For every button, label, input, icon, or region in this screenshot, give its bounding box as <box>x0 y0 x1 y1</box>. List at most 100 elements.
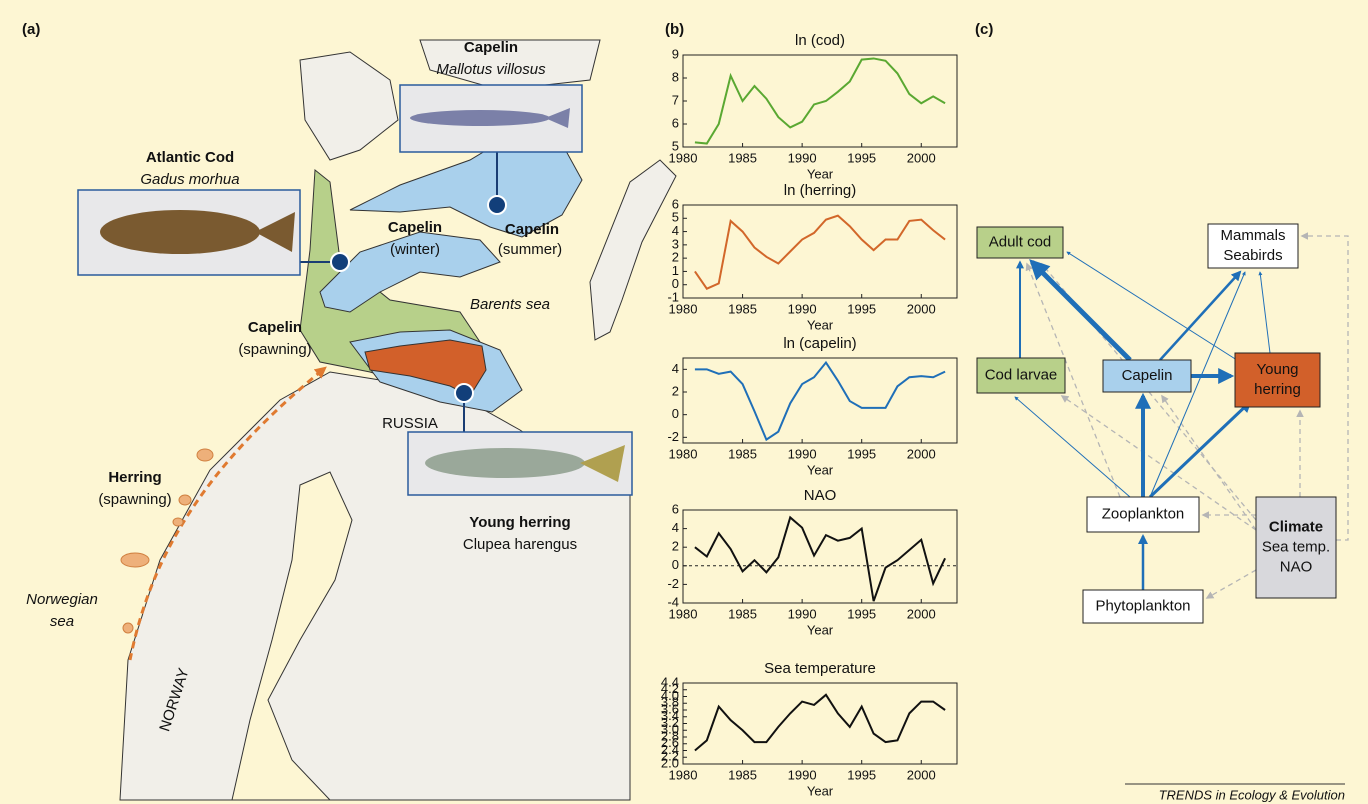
chart-title: NAO <box>804 487 837 504</box>
label: Capelin <box>388 219 442 236</box>
x-tick-label: 1990 <box>788 767 817 782</box>
x-tick-label: 1980 <box>669 150 698 165</box>
node-label: Adult cod <box>989 233 1052 250</box>
label: (spawning) <box>98 491 171 508</box>
node-label: Climate <box>1269 518 1323 535</box>
node-label: Mammals <box>1220 227 1285 244</box>
chart-title: ln (cod) <box>795 32 845 49</box>
node <box>1234 352 1321 408</box>
x-tick-label: 1985 <box>728 767 757 782</box>
x-tick-label: 2000 <box>907 767 936 782</box>
data-line <box>694 360 946 442</box>
node-label: Cod larvae <box>985 366 1058 383</box>
y-tick-label: 0 <box>672 276 679 291</box>
y-tick-label: -2 <box>667 429 679 444</box>
plot-frame <box>682 204 958 299</box>
y-tick-label: 4 <box>672 223 679 238</box>
map <box>77 39 677 801</box>
chart-title: ln (herring) <box>784 182 857 199</box>
label: Capelin <box>505 221 559 238</box>
panel-label: (c) <box>975 21 993 38</box>
x-tick-label: 2000 <box>907 606 936 621</box>
x-tick-label: 1990 <box>788 606 817 621</box>
x-axis-label: Year <box>807 622 834 637</box>
node-label: Zooplankton <box>1102 505 1185 522</box>
x-axis-label: Year <box>807 462 834 477</box>
panel-label: (b) <box>665 21 684 38</box>
data-line <box>694 57 946 145</box>
label: Young herring <box>469 514 570 531</box>
data-line <box>694 693 946 752</box>
plot-frame <box>682 682 958 765</box>
y-tick-label: 7 <box>672 92 679 107</box>
chart-title: ln (capelin) <box>783 335 856 352</box>
node-label: Capelin <box>1122 367 1173 384</box>
x-axis-label: Year <box>807 317 834 332</box>
x-tick-label: 1990 <box>788 301 817 316</box>
node <box>1207 223 1299 269</box>
y-tick-label: 2 <box>672 539 679 554</box>
label: (summer) <box>498 241 562 258</box>
x-tick-label: 1995 <box>847 150 876 165</box>
node <box>1082 589 1204 624</box>
y-tick-label: 2 <box>672 383 679 398</box>
x-tick-label: 1995 <box>847 446 876 461</box>
y-tick-label: 2.0 <box>661 755 679 770</box>
y-tick-label: 9 <box>672 46 679 61</box>
node-label: Young <box>1257 361 1299 378</box>
plot-frame <box>682 357 958 444</box>
y-tick-label: 3.4 <box>661 708 679 723</box>
y-tick-label: 4.0 <box>661 688 679 703</box>
label: sea <box>50 613 74 630</box>
node-label: Sea temp. <box>1262 538 1330 555</box>
panel-label: (a) <box>22 21 40 38</box>
node <box>1102 359 1192 393</box>
x-tick-label: 1985 <box>728 150 757 165</box>
y-tick-label: 2.8 <box>661 728 679 743</box>
y-tick-label: 6 <box>672 196 679 211</box>
x-tick-label: 2000 <box>907 150 936 165</box>
x-tick-label: 2000 <box>907 446 936 461</box>
x-tick-label: 1980 <box>669 606 698 621</box>
label: Gadus morhua <box>140 171 239 188</box>
x-tick-label: 1980 <box>669 767 698 782</box>
plot-frame <box>682 509 958 604</box>
x-tick-label: 1985 <box>728 446 757 461</box>
y-tick-label: 6 <box>672 501 679 516</box>
y-tick-label: 3.0 <box>661 722 679 737</box>
x-axis-label: Year <box>807 783 834 798</box>
label: Capelin <box>464 39 518 56</box>
data-line <box>694 214 946 290</box>
x-tick-label: 1990 <box>788 150 817 165</box>
node <box>976 226 1064 259</box>
y-tick-label: 5 <box>672 138 679 153</box>
y-tick-label: 4 <box>672 520 679 535</box>
x-tick-label: 1985 <box>728 606 757 621</box>
chart-title: Sea temperature <box>764 660 876 677</box>
label: Mallotus villosus <box>436 61 546 78</box>
x-tick-label: 2000 <box>907 301 936 316</box>
label: Barents sea <box>470 296 550 313</box>
y-tick-label: 4.4 <box>661 674 679 689</box>
y-tick-label: 2.2 <box>661 749 679 764</box>
label: Norwegian <box>26 591 98 608</box>
x-tick-label: 1980 <box>669 301 698 316</box>
y-tick-label: 1 <box>672 263 679 278</box>
x-tick-label: 1995 <box>847 767 876 782</box>
y-tick-label: 2 <box>672 250 679 265</box>
y-tick-label: 8 <box>672 69 679 84</box>
x-tick-label: 1995 <box>847 606 876 621</box>
y-tick-label: 4.2 <box>661 681 679 696</box>
y-tick-label: -4 <box>667 594 679 609</box>
node-label: NAO <box>1280 558 1313 575</box>
label: (spawning) <box>238 341 311 358</box>
label: Clupea harengus <box>463 536 577 553</box>
x-tick-label: 1980 <box>669 446 698 461</box>
y-tick-label: 3 <box>672 236 679 251</box>
label: Herring <box>108 469 161 486</box>
y-tick-label: 4 <box>672 361 679 376</box>
y-tick-label: 5 <box>672 210 679 225</box>
x-tick-label: 1995 <box>847 301 876 316</box>
y-tick-label: 3.8 <box>661 695 679 710</box>
x-tick-label: 1985 <box>728 301 757 316</box>
